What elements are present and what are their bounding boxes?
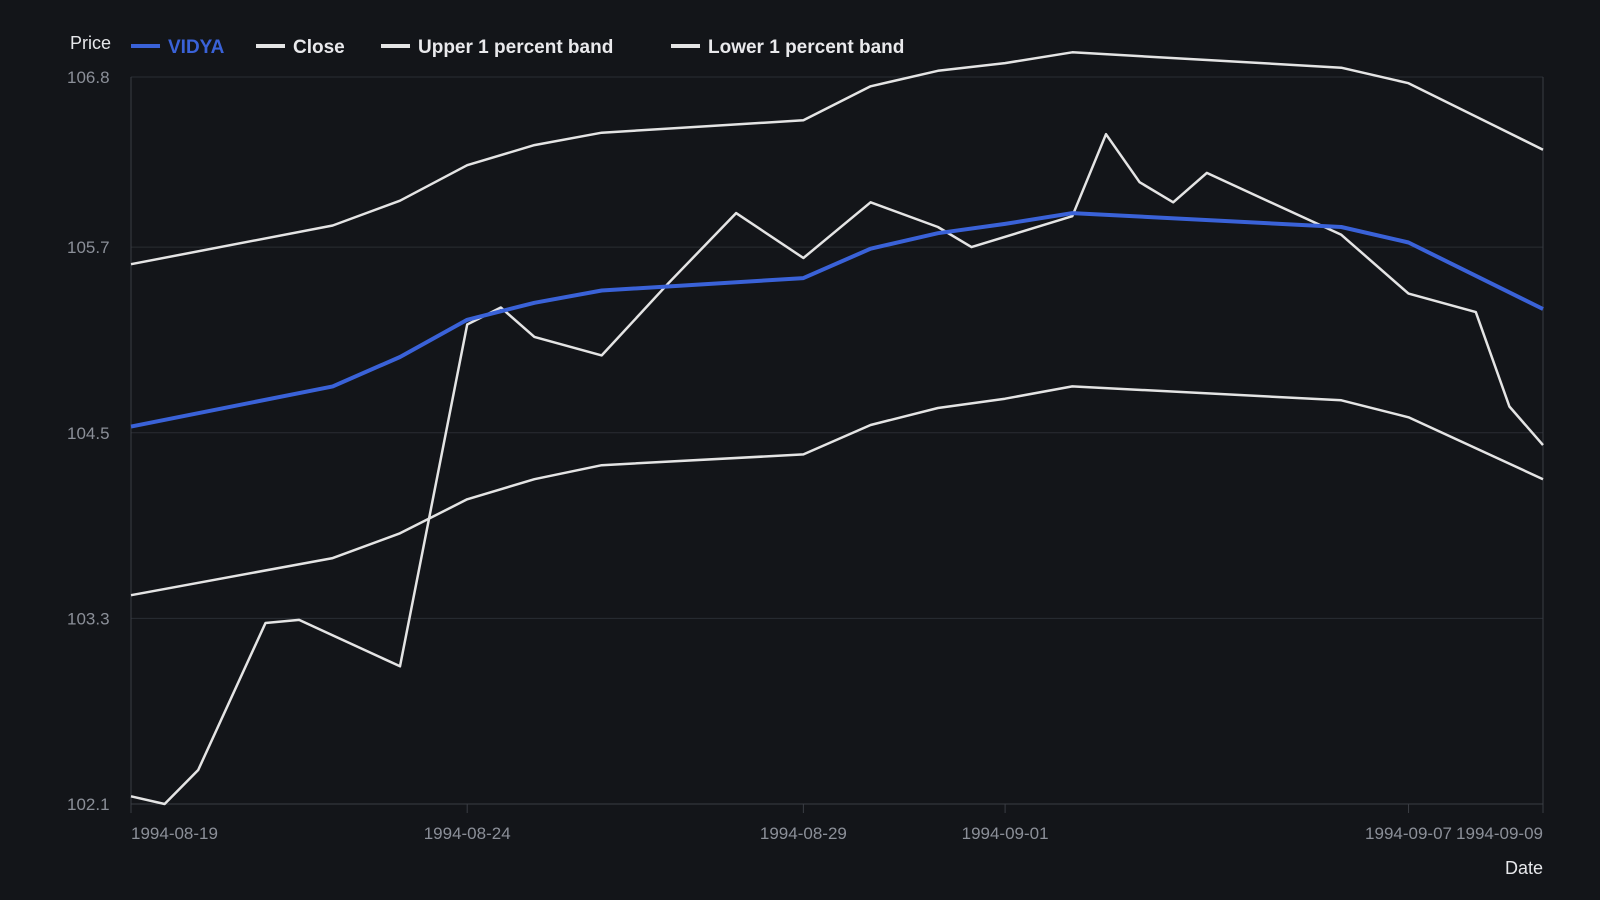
series-lines xyxy=(130,51,1544,806)
y-tick-label: 103.3 xyxy=(67,609,110,628)
series-line-close xyxy=(130,132,1544,806)
x-axis-title: Date xyxy=(1505,858,1543,878)
x-tick-label: 1994-08-24 xyxy=(424,824,511,843)
legend-label-lower-1-percent-band: Lower 1 percent band xyxy=(708,37,904,58)
axes: 106.8 105.7 104.5 103.3 102.1 1994-08-19 1994-… xyxy=(67,68,1544,843)
y-tick-label: 102.1 xyxy=(67,795,110,814)
x-tick-label: 1994-09-07 xyxy=(1365,824,1452,843)
series-line-lower-1-percent-band xyxy=(130,385,1544,597)
x-tick-label: 1994-09-09 xyxy=(1456,824,1543,843)
legend-label-vidya: VIDYA xyxy=(168,37,225,58)
series-line-vidya xyxy=(130,211,1544,429)
legend: VIDYA Close Upper 1 percent band Lower 1 pe… xyxy=(131,37,904,58)
y-axis-title: Price xyxy=(70,33,111,53)
legend-label-close: Close xyxy=(293,37,345,58)
y-tick-label: 104.5 xyxy=(67,424,110,443)
legend-label-upper-1-percent-band: Upper 1 percent band xyxy=(418,37,613,58)
series-line-upper-1-percent-band xyxy=(130,51,1544,266)
y-tick-label: 105.7 xyxy=(67,238,110,257)
x-tick-label: 1994-08-19 xyxy=(131,824,218,843)
x-tick-label: 1994-09-01 xyxy=(962,824,1049,843)
x-tick-label: 1994-08-29 xyxy=(760,824,847,843)
y-tick-label: 106.8 xyxy=(67,68,110,87)
